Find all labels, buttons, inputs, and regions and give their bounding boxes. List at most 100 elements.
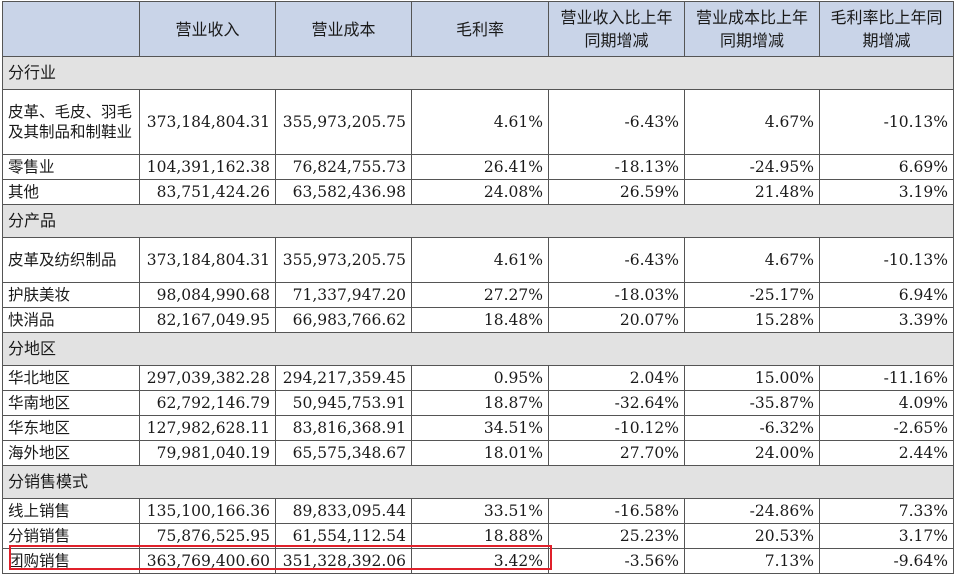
table-row: 海外地区 79,981,040.19 65,575,348.67 18.01% … [2,440,954,466]
cell-gross-margin: 26.41% [411,154,549,180]
table-row: 皮革、毛皮、羽毛及其制品和制鞋业 373,184,804.31 355,973,… [2,89,954,155]
cell-cost: 66,983,766.62 [275,307,412,333]
cell-cost: 355,973,205.75 [275,89,412,155]
cell-revenue-yoy: 27.70% [548,440,685,466]
section-row: 分销售模式 [2,465,954,499]
cell-revenue-yoy: -16.58% [548,498,685,524]
cell-cost-yoy: -6.32% [684,415,820,441]
cell-margin-yoy: 4.09% [819,390,954,416]
header-cell [2,1,140,57]
cell-revenue-yoy: -18.13% [548,154,685,180]
row-label: 护肤美妆 [2,282,140,308]
cell-revenue: 297,039,382.28 [139,365,276,391]
row-label: 团购销售 [2,548,140,574]
row-label: 海外地区 [2,440,140,466]
cell-revenue-yoy: -10.12% [548,415,685,441]
cell-cost-yoy: -24.95% [684,154,820,180]
header-cost: 营业成本 [275,1,412,57]
cell-revenue-yoy: 2.04% [548,365,685,391]
cell-revenue: 75,876,525.95 [139,523,276,549]
cell-cost-yoy: 20.53% [684,523,820,549]
cell-revenue: 135,100,166.36 [139,498,276,524]
table-row: 华南地区 62,792,146.79 50,945,753.91 18.87% … [2,390,954,416]
section-row: 分地区 [2,332,954,366]
cell-cost: 50,945,753.91 [275,390,412,416]
cell-gross-margin: 27.27% [411,282,549,308]
header-row: 营业收入 营业成本 毛利率 营业收入比上年同期增减 营业成本比上年同期增减 毛利… [2,1,954,57]
cell-margin-yoy: 6.94% [819,282,954,308]
cell-cost: 89,833,095.44 [275,498,412,524]
table-row: 分销销售 75,876,525.95 61,554,112.54 18.88% … [2,523,954,549]
cell-cost-yoy: -35.87% [684,390,820,416]
cell-margin-yoy: -9.64% [819,548,954,574]
cell-revenue: 79,981,040.19 [139,440,276,466]
cell-margin-yoy: -10.13% [819,237,954,283]
table-row: 其他 83,751,424.26 63,582,436.98 24.08% 26… [2,179,954,205]
cell-cost: 76,824,755.73 [275,154,412,180]
cell-gross-margin: 33.51% [411,498,549,524]
cell-cost: 294,217,359.45 [275,365,412,391]
cell-cost-yoy: -24.86% [684,498,820,524]
header-margin-yoy: 毛利率比上年同期增减 [819,1,954,57]
cell-revenue-yoy: 26.59% [548,179,685,205]
section-title: 分行业 [2,56,954,90]
cell-cost: 83,816,368.91 [275,415,412,441]
cell-gross-margin: 18.01% [411,440,549,466]
header-revenue-yoy: 营业收入比上年同期增减 [548,1,685,57]
cell-cost-yoy: 4.67% [684,237,820,283]
cell-gross-margin: 0.95% [411,365,549,391]
cell-revenue: 127,982,628.11 [139,415,276,441]
table-row-highlighted: 团购销售 363,769,400.60 351,328,392.06 3.42%… [2,548,954,574]
cell-cost-yoy: 15.28% [684,307,820,333]
cell-gross-margin: 34.51% [411,415,549,441]
cell-revenue: 373,184,804.31 [139,237,276,283]
cell-gross-margin: 3.42% [411,548,549,574]
row-label: 华北地区 [2,365,140,391]
cell-cost-yoy: 7.13% [684,548,820,574]
row-label: 线上销售 [2,498,140,524]
row-label: 零售业 [2,154,140,180]
cell-cost: 65,575,348.67 [275,440,412,466]
section-row: 分产品 [2,204,954,238]
cell-gross-margin: 18.48% [411,307,549,333]
section-title: 分产品 [2,204,954,238]
cell-revenue-yoy: -6.43% [548,237,685,283]
cell-cost: 355,973,205.75 [275,237,412,283]
row-label: 皮革、毛皮、羽毛及其制品和制鞋业 [2,89,140,155]
cell-margin-yoy: 7.33% [819,498,954,524]
cell-gross-margin: 4.61% [411,89,549,155]
table-row: 护肤美妆 98,084,990.68 71,337,947.20 27.27% … [2,282,954,308]
cell-cost: 71,337,947.20 [275,282,412,308]
row-label: 华南地区 [2,390,140,416]
table-row: 线上销售 135,100,166.36 89,833,095.44 33.51%… [2,498,954,524]
cell-revenue-yoy: -18.03% [548,282,685,308]
cell-cost: 61,554,112.54 [275,523,412,549]
cell-margin-yoy: -2.65% [819,415,954,441]
cell-revenue: 104,391,162.38 [139,154,276,180]
section-title: 分销售模式 [2,465,954,499]
cell-revenue: 83,751,424.26 [139,179,276,205]
row-label: 分销销售 [2,523,140,549]
cell-margin-yoy: 6.69% [819,154,954,180]
cell-cost-yoy: 4.67% [684,89,820,155]
cell-revenue: 363,769,400.60 [139,548,276,574]
cell-revenue: 373,184,804.31 [139,89,276,155]
cell-cost: 63,582,436.98 [275,179,412,205]
cell-revenue: 98,084,990.68 [139,282,276,308]
row-label: 快消品 [2,307,140,333]
section-row: 分行业 [2,56,954,90]
cell-revenue-yoy: 20.07% [548,307,685,333]
cell-margin-yoy: -10.13% [819,89,954,155]
row-label: 华东地区 [2,415,140,441]
table-row: 华东地区 127,982,628.11 83,816,368.91 34.51%… [2,415,954,441]
header-cost-yoy: 营业成本比上年同期增减 [684,1,820,57]
cell-gross-margin: 18.88% [411,523,549,549]
cell-cost: 351,328,392.06 [275,548,412,574]
cell-gross-margin: 24.08% [411,179,549,205]
cell-margin-yoy: 2.44% [819,440,954,466]
table-row: 快消品 82,167,049.95 66,983,766.62 18.48% 2… [2,307,954,333]
cell-gross-margin: 4.61% [411,237,549,283]
cell-revenue-yoy: -6.43% [548,89,685,155]
cell-margin-yoy: -11.16% [819,365,954,391]
header-gross-margin: 毛利率 [411,1,549,57]
